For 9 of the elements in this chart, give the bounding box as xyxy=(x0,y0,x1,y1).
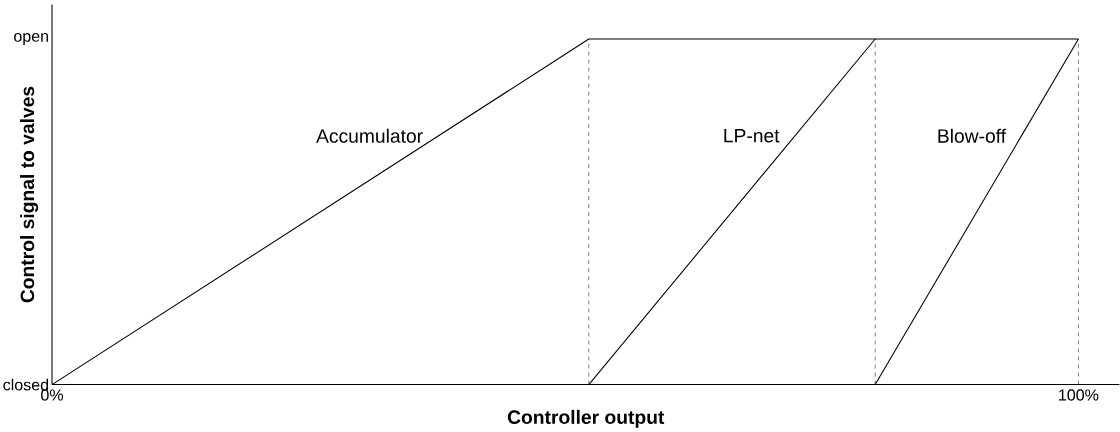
y-axis-title: Control signal to valves xyxy=(20,86,39,303)
x-tick-label: 100% xyxy=(1059,389,1099,401)
series-label: Accumulator xyxy=(316,128,423,143)
x-tick-label: 0% xyxy=(41,389,64,401)
text: closed xyxy=(3,378,49,391)
series-label: Blow-off xyxy=(938,128,1007,143)
text: open xyxy=(14,32,49,45)
x-axis-title: Controller output xyxy=(507,409,665,428)
series-label: LP-net xyxy=(724,128,780,143)
